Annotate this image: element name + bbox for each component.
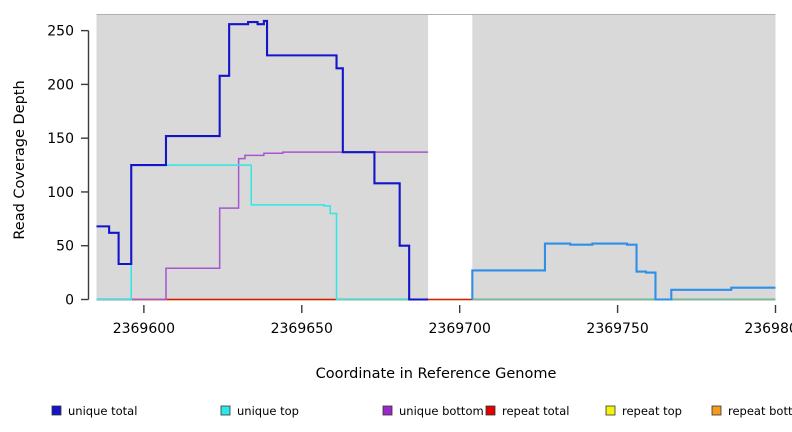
y-tick-label: 0 <box>65 293 74 309</box>
legend-swatch-unique-bottom <box>382 405 393 416</box>
y-axis-ticks <box>81 29 89 301</box>
x-tick-label: 2369650 <box>271 321 333 337</box>
x-axis-title: Coordinate in Reference Genome <box>316 366 557 382</box>
legend-swatch-repeat-top <box>605 405 616 416</box>
series-group <box>96 19 776 301</box>
legend-label-unique-bottom: unique bottom <box>399 404 484 418</box>
series-line-unique-bottom <box>96 151 429 301</box>
y-axis-title: Read Coverage Depth <box>12 80 28 239</box>
x-tick-label: 2369750 <box>586 321 648 337</box>
y-tick-label: 200 <box>47 77 74 93</box>
plot-background-right <box>472 14 776 300</box>
y-tick-label: 250 <box>47 24 74 40</box>
x-axis-tick-labels: 2369600 2369650 2369700 2369750 2369800 <box>113 321 792 337</box>
series-line-unique-total-right-segment- <box>471 242 776 301</box>
legend-label-repeat-top: repeat top <box>622 404 682 418</box>
legend-label-unique-top: unique top <box>237 404 299 418</box>
legend-swatch-repeat-total <box>485 405 496 416</box>
legend-swatch-unique-total <box>51 405 62 416</box>
y-tick-label: 50 <box>56 239 74 255</box>
legend-label-unique-total: unique total <box>68 404 137 418</box>
plot-background-left <box>96 14 429 300</box>
legend-label-repeat-bottom: repeat bottom <box>728 404 792 418</box>
plot-area <box>96 14 776 300</box>
y-tick-label: 150 <box>47 131 74 147</box>
y-tick-label: 100 <box>47 185 74 201</box>
x-tick-label: 2369700 <box>429 321 491 337</box>
x-tick-label: 2369800 <box>744 321 792 337</box>
x-tick-label: 2369600 <box>113 321 175 337</box>
series-line-unique-total <box>96 19 429 301</box>
x-axis-ticks <box>143 305 777 313</box>
legend-swatch-unique-top <box>220 405 231 416</box>
legend-swatch-repeat-bottom <box>711 405 722 416</box>
axes <box>81 29 777 313</box>
legend-label-repeat-total: repeat total <box>502 404 569 418</box>
y-axis-tick-labels: 0 50 100 150 200 250 <box>47 24 74 309</box>
chart-legend: unique total unique top unique bottom repea… <box>51 404 792 418</box>
